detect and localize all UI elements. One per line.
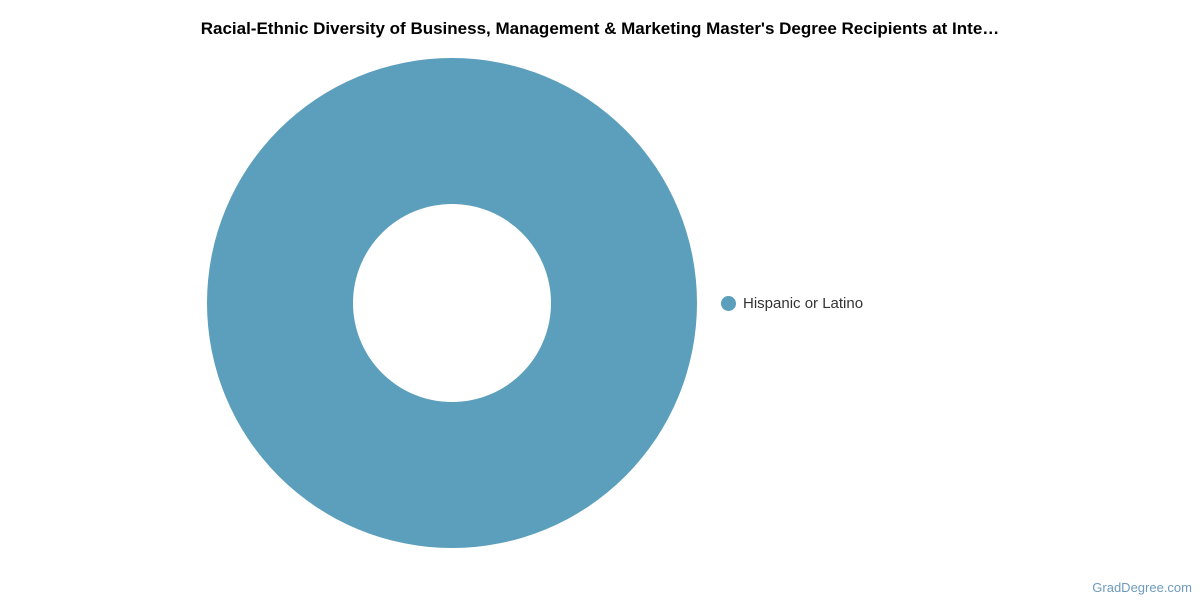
graddegree-watermark-link[interactable]: GradDegree.com	[1092, 580, 1192, 595]
legend-marker-circle	[721, 295, 736, 311]
chart-title: Racial-Ethnic Diversity of Business, Man…	[200, 19, 1000, 38]
legend: Hispanic or Latino	[721, 294, 864, 312]
donut-hole	[353, 204, 551, 402]
legend-item-label: Hispanic or Latino	[743, 294, 864, 312]
legend-marker-icon	[721, 295, 736, 311]
